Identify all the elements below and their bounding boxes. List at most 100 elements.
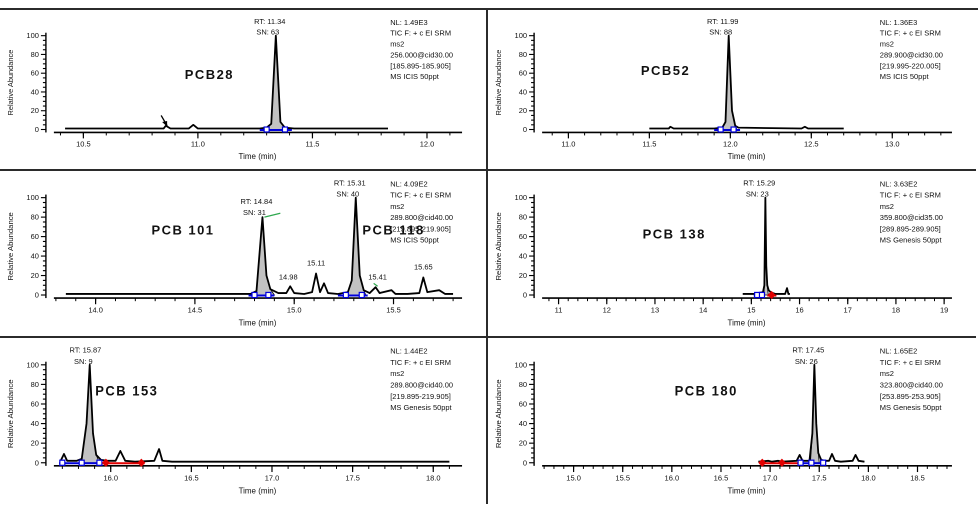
blue-square-marker: [78, 459, 85, 466]
x-tick-label: 10.5: [76, 139, 91, 148]
svg-text:ms2: ms2: [880, 369, 894, 378]
rt-sn-annotation: RT: 15.87 SN: 9: [69, 345, 101, 365]
scan-header: NL: 1.65E2 TIC F: + c EI SRM ms2 323.800@ci…: [880, 346, 943, 412]
rt-sn-annotation: RT: 15.31 SN: 40: [334, 178, 366, 198]
y-tick-label: 20: [519, 439, 527, 448]
blue-square-marker: [358, 291, 365, 299]
svg-text:RT: 11.99: RT: 11.99: [707, 17, 738, 26]
chromatogram-panel-pcb138: 0 20 40 60 80 100 Relative Abundance 11 12 13 14 15…: [488, 171, 976, 338]
peak-base-markers: [259, 126, 292, 133]
svg-text:[253.895-253.905]: [253.895-253.905]: [880, 392, 941, 401]
y-tick-label: 40: [31, 252, 39, 261]
svg-text:NL: 1.49E3: NL: 1.49E3: [390, 18, 427, 27]
y-tick-label: 60: [31, 69, 39, 78]
y-tick-label: 80: [31, 380, 39, 389]
y-axis: 0 20 40 60 80 100: [26, 360, 47, 467]
x-tick-label: 12.5: [804, 139, 819, 148]
chromatogram-plot-pcb138: 0 20 40 60 80 100 Relative Abundance 11 12 13 14 15…: [494, 178, 952, 328]
y-tick-label: 40: [31, 419, 39, 428]
blue-square-marker: [342, 291, 349, 299]
scan-header: NL: 1.44E2 TIC F: + c EI SRM ms2 289.800@ci…: [390, 346, 453, 412]
y-tick-label: 100: [515, 193, 528, 202]
red-diamond-marker: [767, 290, 776, 300]
chromatogram-panel-pcb153: 0 20 40 60 80 100 Relative Abundance 16.0 16.5 17…: [0, 338, 488, 504]
rt-sn-annotation: RT: 11.34 SN: 63: [254, 17, 285, 37]
svg-text:SN: 40: SN: 40: [336, 190, 359, 199]
peak-base-markers: [714, 126, 741, 133]
svg-text:MS ICIS 50ppt: MS ICIS 50ppt: [880, 72, 930, 81]
blue-square-marker: [758, 291, 766, 299]
y-tick-label: 100: [26, 193, 38, 202]
y-axis: 0 20 40 60 80 100: [26, 31, 47, 134]
rt-sn-annotation: RT: 17.45 SN: 26: [792, 345, 824, 365]
peak-base-markers: [59, 458, 146, 467]
trace: [742, 196, 790, 295]
y-axis: 0 20 40 60 80 100: [26, 193, 47, 300]
svg-text:NL: 1.36E3: NL: 1.36E3: [880, 18, 918, 27]
compound-label: PCB 101: [151, 222, 214, 237]
compound-label: PCB 118: [362, 222, 424, 237]
svg-text:MS Genesis 50ppt: MS Genesis 50ppt: [880, 403, 943, 412]
svg-text:RT: 11.34: RT: 11.34: [254, 17, 285, 26]
blue-square-marker: [59, 459, 66, 466]
svg-text:289.800@cid40.00: 289.800@cid40.00: [390, 213, 453, 222]
peak-fill: [256, 197, 367, 296]
y-tick-label: 0: [523, 458, 527, 467]
x-tick-label: 11.5: [642, 139, 656, 148]
minor-peak-label: 15.65: [414, 262, 433, 271]
minor-peak-label: 14.98: [279, 272, 298, 281]
blue-square-marker: [808, 459, 815, 466]
y-axis: 0 20 40 60 80 100: [515, 31, 535, 134]
blue-square-marker: [717, 126, 724, 133]
x-tick-label: 17: [844, 305, 852, 314]
x-tick-label: 16.0: [665, 473, 680, 482]
x-tick-label: 11.0: [561, 139, 575, 148]
svg-text:TIC F: + c EI SRM: TIC F: + c EI SRM: [390, 358, 451, 367]
chromatogram-panel-pcb52: 0 20 40 60 80 100 Relative Abundance 11.0 11.5 12…: [488, 10, 976, 171]
trace: [758, 363, 865, 463]
svg-text:MS Genesis 50ppt: MS Genesis 50ppt: [880, 236, 943, 245]
svg-text:TIC F: + c EI SRM: TIC F: + c EI SRM: [880, 191, 941, 200]
svg-text:RT: 17.45: RT: 17.45: [792, 345, 824, 354]
chromatogram-plot-pcb101-118: 0 20 40 60 80 100 Relative Abundance 14.0 14.5 15…: [6, 178, 463, 328]
y-tick-label: 100: [26, 360, 38, 369]
svg-text:ms2: ms2: [390, 40, 404, 49]
peak-base-markers: [753, 290, 777, 300]
compound-label: PCB 153: [95, 384, 158, 399]
chromatogram-plot-pcb180: 0 20 40 60 80 100 Relative Abundance 15.0 15.5 16…: [494, 345, 952, 496]
y-tick-label: 60: [519, 69, 527, 78]
x-tick-label: 14: [699, 305, 707, 314]
x-axis-title: Time (min): [728, 319, 766, 328]
svg-text:RT: 14.84: RT: 14.84: [241, 197, 273, 206]
rt-sn-annotation: RT: 14.84 SN: 31: [241, 197, 273, 217]
blue-square-marker: [251, 291, 258, 299]
y-axis-title: Relative Abundance: [494, 379, 503, 448]
x-tick-label: 18: [892, 305, 900, 314]
y-tick-label: 60: [31, 399, 39, 408]
svg-text:[219.895-219.905]: [219.895-219.905]: [390, 224, 451, 233]
x-tick-label: 15.0: [566, 473, 581, 482]
green-leader-line: [264, 212, 281, 218]
minor-peak-label: 15.11: [307, 259, 325, 268]
svg-text:[289.895-289.905]: [289.895-289.905]: [880, 224, 941, 233]
svg-text:RT: 15.29: RT: 15.29: [743, 178, 775, 187]
svg-text:SN: 9: SN: 9: [74, 357, 93, 366]
chromatogram-panel-pcb180: 0 20 40 60 80 100 Relative Abundance 15.0 15.5 16…: [488, 338, 976, 504]
svg-text:ms2: ms2: [880, 40, 894, 49]
scan-header: NL: 1.36E3 TIC F: + c EI SRM ms2289.900@ci…: [880, 18, 943, 81]
green-leader-line: [373, 282, 378, 287]
blue-square-marker: [263, 126, 270, 133]
svg-text:ms2: ms2: [880, 202, 894, 211]
svg-text:256.000@cid30.00: 256.000@cid30.00: [390, 50, 453, 59]
svg-text:RT: 15.87: RT: 15.87: [69, 345, 101, 354]
y-tick-label: 20: [31, 271, 39, 280]
svg-text:MS ICIS 50ppt: MS ICIS 50ppt: [390, 236, 440, 245]
chromatogram-plot-pcb153: 0 20 40 60 80 100 Relative Abundance 16.0 16.5 17…: [6, 345, 463, 496]
y-axis-title: Relative Abundance: [6, 379, 15, 448]
x-tick-label: 14.0: [88, 305, 103, 314]
y-tick-label: 0: [523, 290, 527, 299]
x-tick-label: 16.0: [103, 473, 118, 482]
x-tick-label: 13: [651, 305, 659, 314]
y-tick-label: 0: [35, 290, 39, 299]
y-tick-label: 60: [519, 232, 527, 241]
